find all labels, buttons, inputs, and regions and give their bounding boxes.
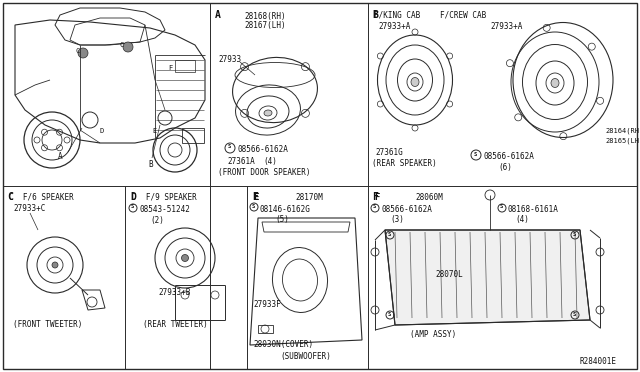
Circle shape — [182, 254, 189, 262]
Text: 08146-6162G: 08146-6162G — [260, 205, 311, 214]
Text: 27933+B: 27933+B — [158, 288, 190, 297]
Ellipse shape — [264, 110, 272, 116]
Text: E: E — [252, 192, 258, 202]
Text: F: F — [372, 192, 378, 202]
Text: (4): (4) — [515, 215, 529, 224]
Text: (SUBWOOFER): (SUBWOOFER) — [280, 352, 331, 361]
Text: 27933F: 27933F — [253, 300, 281, 309]
Text: 28170M: 28170M — [295, 193, 323, 202]
Text: F/KING CAB: F/KING CAB — [374, 10, 420, 19]
Text: F: F — [168, 65, 172, 71]
Bar — [258, 325, 273, 333]
Text: S: S — [227, 144, 231, 150]
Text: 08543-51242: 08543-51242 — [139, 205, 190, 214]
Text: 28168(RH): 28168(RH) — [244, 12, 286, 21]
Bar — [175, 60, 195, 72]
Polygon shape — [385, 230, 590, 325]
Text: A: A — [58, 152, 63, 161]
Ellipse shape — [551, 78, 559, 87]
Text: 27361G: 27361G — [375, 148, 403, 157]
Text: S: S — [499, 205, 503, 209]
Text: (4): (4) — [263, 157, 277, 166]
Text: E: E — [152, 128, 156, 134]
Text: (2): (2) — [150, 216, 164, 225]
Text: 27933+A: 27933+A — [490, 22, 522, 31]
Text: (AMP ASSY): (AMP ASSY) — [410, 330, 456, 339]
Text: 08168-6161A: 08168-6161A — [508, 205, 559, 214]
Text: 28165(LH): 28165(LH) — [605, 138, 640, 144]
Text: D: D — [130, 192, 136, 202]
Text: E: E — [253, 193, 259, 202]
Text: S: S — [252, 203, 255, 208]
Text: 27933+A: 27933+A — [378, 22, 410, 31]
Text: F/CREW CAB: F/CREW CAB — [440, 10, 486, 19]
Circle shape — [78, 48, 88, 58]
Text: 28164(RH): 28164(RH) — [605, 128, 640, 135]
Text: 27361A: 27361A — [227, 157, 255, 166]
Text: S: S — [372, 205, 376, 209]
Text: S: S — [387, 231, 391, 237]
Text: 08566-6162A: 08566-6162A — [237, 145, 288, 154]
Text: (FRONT TWEETER): (FRONT TWEETER) — [13, 320, 83, 329]
Text: 28167(LH): 28167(LH) — [244, 21, 286, 30]
Text: 08566-6162A: 08566-6162A — [381, 205, 432, 214]
Text: D  F/9 SPEAKER: D F/9 SPEAKER — [132, 193, 196, 202]
Text: S: S — [387, 311, 391, 317]
Text: 28030N(COVER): 28030N(COVER) — [253, 340, 313, 349]
Text: C  F/6 SPEAKER: C F/6 SPEAKER — [9, 193, 74, 202]
Text: 27933+C: 27933+C — [13, 204, 45, 213]
Circle shape — [52, 262, 58, 268]
Text: R284001E: R284001E — [580, 357, 617, 366]
Text: 27933: 27933 — [218, 55, 241, 64]
Circle shape — [123, 42, 133, 52]
Text: (REAR TWEETER): (REAR TWEETER) — [143, 320, 208, 329]
Bar — [182, 128, 204, 143]
Ellipse shape — [411, 77, 419, 87]
Text: D: D — [100, 128, 104, 134]
Text: S: S — [474, 151, 477, 157]
Text: B: B — [148, 160, 152, 169]
Text: C: C — [75, 48, 79, 54]
Text: A: A — [215, 10, 221, 20]
Text: S: S — [573, 231, 576, 237]
Text: (REAR SPEAKER): (REAR SPEAKER) — [372, 159, 436, 168]
Text: 08566-6162A: 08566-6162A — [483, 152, 534, 161]
Text: C: C — [120, 42, 124, 48]
Text: (3): (3) — [390, 215, 404, 224]
Text: 28070L: 28070L — [435, 270, 463, 279]
Text: B: B — [372, 10, 378, 20]
Text: 28060M: 28060M — [415, 193, 443, 202]
Text: C: C — [7, 192, 13, 202]
Text: (6): (6) — [498, 163, 512, 172]
Text: S: S — [573, 311, 576, 317]
Text: F: F — [374, 193, 380, 202]
Text: (FRONT DOOR SPEAKER): (FRONT DOOR SPEAKER) — [218, 168, 310, 177]
Text: (5): (5) — [275, 215, 289, 224]
Text: S: S — [131, 205, 134, 209]
